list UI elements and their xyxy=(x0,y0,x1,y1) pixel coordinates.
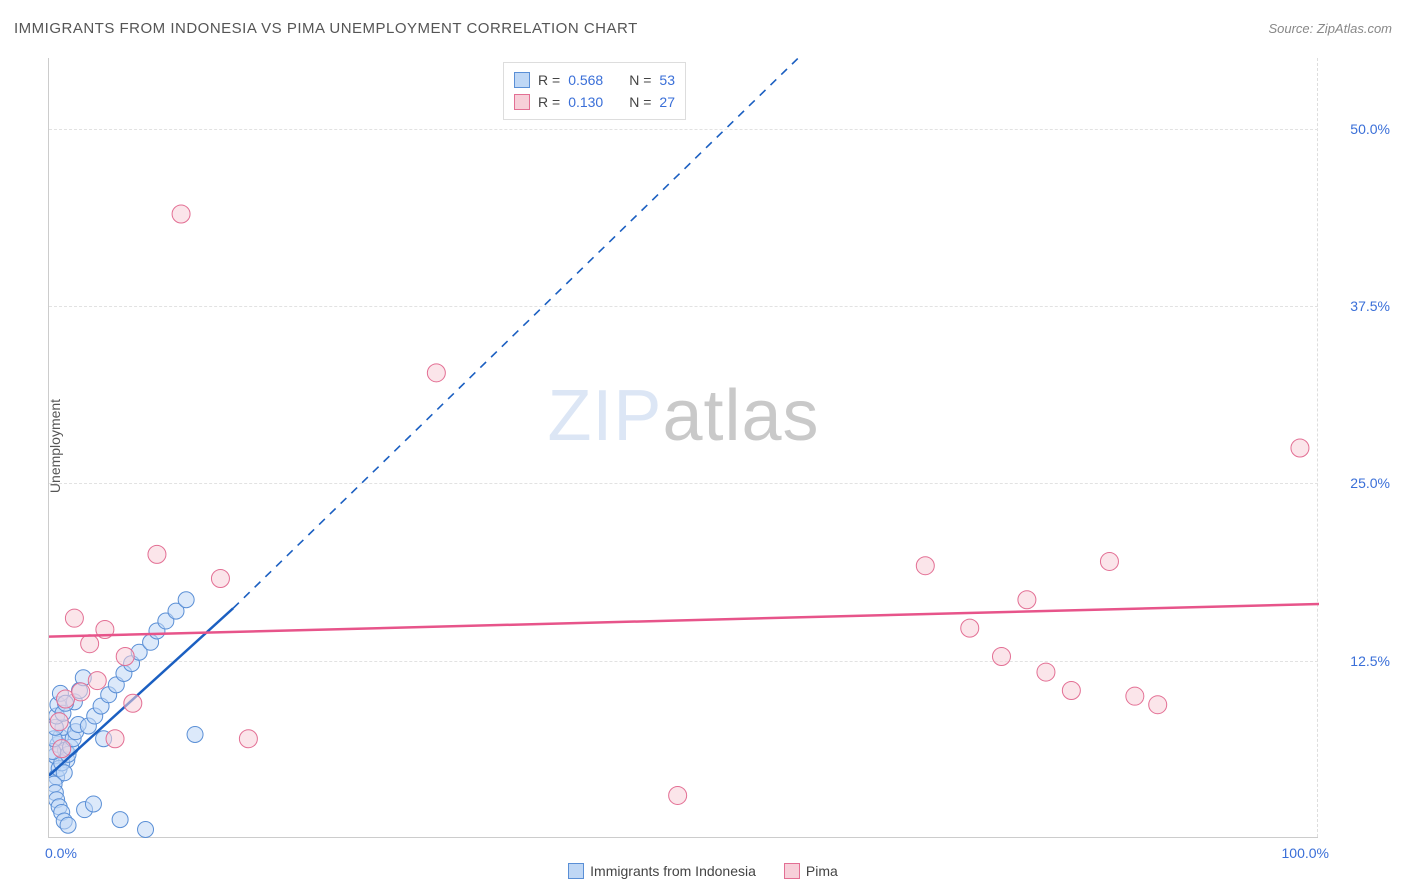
legend-n-label: N = xyxy=(629,91,651,113)
data-point xyxy=(1291,439,1309,457)
legend-swatch xyxy=(514,72,530,88)
data-point xyxy=(993,647,1011,665)
data-point xyxy=(239,730,257,748)
data-point xyxy=(88,672,106,690)
legend-n-label: N = xyxy=(629,69,651,91)
y-tick-label: 37.5% xyxy=(1330,298,1390,314)
data-point xyxy=(961,619,979,637)
data-point xyxy=(669,786,687,804)
legend-label: Pima xyxy=(806,863,838,879)
data-point xyxy=(81,635,99,653)
legend-label: Immigrants from Indonesia xyxy=(590,863,756,879)
data-point xyxy=(53,740,71,758)
data-point xyxy=(211,569,229,587)
data-point xyxy=(138,821,154,837)
data-point xyxy=(1062,682,1080,700)
data-point xyxy=(112,812,128,828)
legend-row: R = 0.568 N = 53 xyxy=(514,69,675,91)
header: IMMIGRANTS FROM INDONESIA VS PIMA UNEMPL… xyxy=(14,20,1392,37)
y-tick-label: 12.5% xyxy=(1330,653,1390,669)
legend-n-value: 53 xyxy=(659,69,675,91)
legend-r-value: 0.568 xyxy=(568,69,603,91)
legend-r-value: 0.130 xyxy=(568,91,603,113)
trend-line-dashed xyxy=(233,58,798,608)
data-point xyxy=(85,796,101,812)
chart-title: IMMIGRANTS FROM INDONESIA VS PIMA UNEMPL… xyxy=(14,20,638,37)
legend-row: R = 0.130 N = 27 xyxy=(514,91,675,113)
data-point xyxy=(1037,663,1055,681)
data-point xyxy=(124,694,142,712)
data-point xyxy=(50,713,68,731)
x-tick-label: 100.0% xyxy=(1269,845,1329,861)
plot-svg xyxy=(49,58,1319,838)
data-point xyxy=(116,647,134,665)
data-point xyxy=(106,730,124,748)
legend-swatch xyxy=(568,863,584,879)
data-point xyxy=(178,592,194,608)
data-point xyxy=(1149,696,1167,714)
legend-item: Pima xyxy=(784,863,838,879)
data-point xyxy=(1100,552,1118,570)
data-point xyxy=(427,364,445,382)
x-tick-label: 0.0% xyxy=(45,845,77,861)
data-point xyxy=(148,545,166,563)
trend-line xyxy=(49,604,1319,637)
legend-swatch xyxy=(514,94,530,110)
data-point xyxy=(916,557,934,575)
legend-series: Immigrants from Indonesia Pima xyxy=(0,863,1406,882)
data-point xyxy=(172,205,190,223)
legend-r-label: R = xyxy=(538,91,560,113)
legend-n-value: 27 xyxy=(659,91,675,113)
data-point xyxy=(1126,687,1144,705)
legend-item: Immigrants from Indonesia xyxy=(568,863,756,879)
legend-r-label: R = xyxy=(538,69,560,91)
legend-swatch xyxy=(784,863,800,879)
source-label: Source: ZipAtlas.com xyxy=(1268,21,1392,36)
legend-correlation: R = 0.568 N = 53 R = 0.130 N = 27 xyxy=(503,62,686,120)
y-tick-label: 25.0% xyxy=(1330,475,1390,491)
data-point xyxy=(187,726,203,742)
y-tick-label: 50.0% xyxy=(1330,121,1390,137)
data-point xyxy=(60,817,76,833)
data-point xyxy=(72,683,90,701)
scatter-plot: ZIPatlas R =0.568N =53R =0.130N =27 12.5… xyxy=(48,58,1318,838)
data-point xyxy=(65,609,83,627)
data-point xyxy=(1018,591,1036,609)
